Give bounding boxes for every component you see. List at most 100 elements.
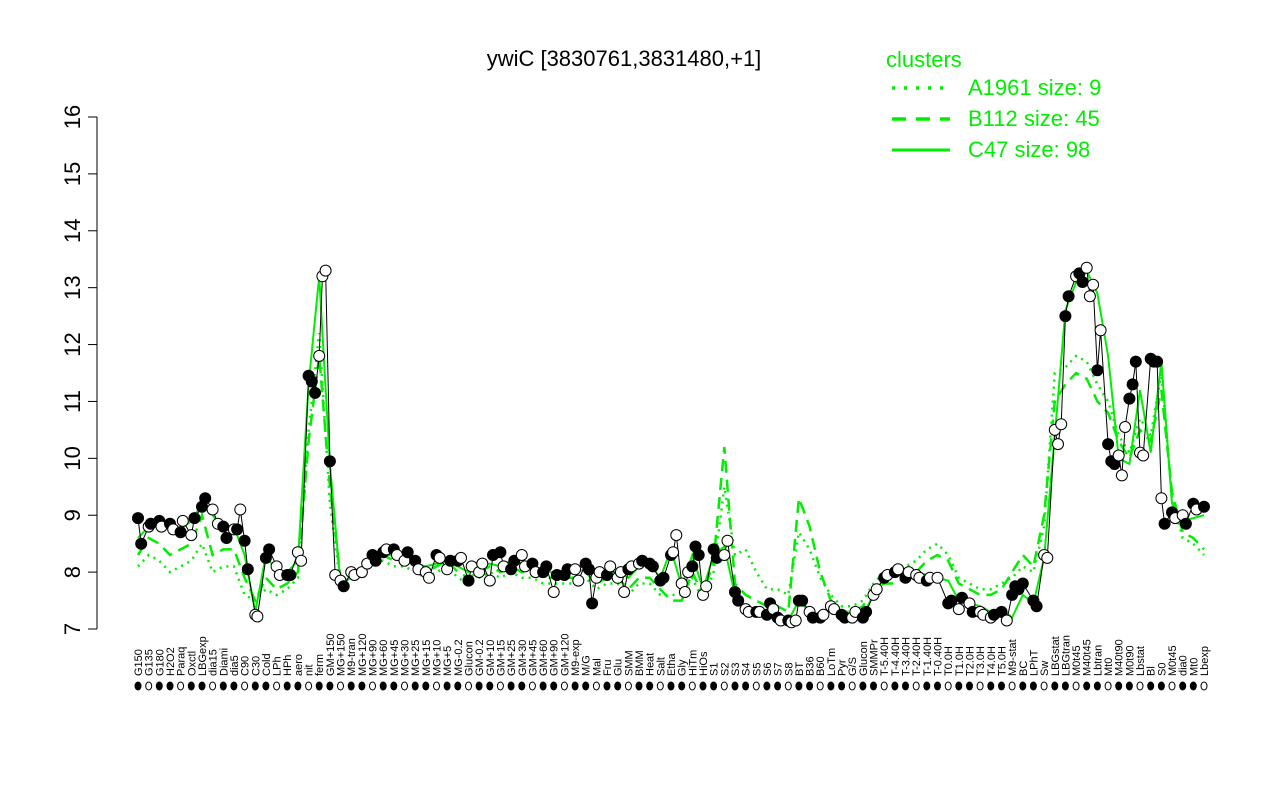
x-tick-label: HPh (282, 655, 294, 676)
x-tick-label: T-3.40H (901, 637, 913, 676)
rug-mark (742, 681, 750, 691)
rug-mark (678, 681, 686, 691)
rug-mark (912, 681, 920, 691)
data-point (206, 503, 219, 516)
data-points (132, 261, 1210, 629)
x-tick-label: Mt0 (1103, 658, 1115, 676)
x-tick-label: B60 (815, 656, 827, 676)
x-tick-label: S0 (1156, 663, 1168, 676)
data-point (238, 534, 251, 547)
rug-mark (710, 681, 718, 691)
x-tick-label: T-0.40H (933, 637, 945, 676)
y-tick-label: 8 (60, 566, 85, 578)
x-tick-label: dia15 (208, 649, 220, 676)
x-tick-label: Lbstat (1135, 646, 1147, 676)
rug-mark (155, 681, 163, 691)
rug-mark (816, 681, 824, 691)
data-point (1158, 517, 1171, 530)
rug-mark (1157, 681, 1165, 691)
rug-mark (752, 681, 760, 691)
x-tick-label: T5.0H (997, 646, 1009, 676)
data-point (721, 534, 734, 547)
x-tick-label: Glu (613, 659, 625, 676)
data-point (1000, 614, 1013, 627)
x-tick-label: S1 (709, 663, 721, 676)
data-point (732, 594, 745, 607)
x-tick-label: T1.0H (954, 646, 966, 676)
rug-mark (656, 681, 664, 691)
rug-mark (294, 681, 302, 691)
rug-mark (1147, 681, 1155, 691)
x-tick-label: GM+60 (538, 640, 550, 676)
rug-mark (1115, 681, 1123, 691)
x-tick-label: S7 (773, 663, 785, 676)
rug-mark (1189, 681, 1197, 691)
x-tick-label: LPh (272, 656, 284, 676)
data-point (686, 560, 699, 573)
x-rug-marks (134, 681, 1208, 691)
y-tick-label: 12 (60, 332, 85, 356)
data-point (323, 455, 336, 468)
data-point (657, 571, 670, 584)
data-point (870, 583, 883, 596)
x-tick-label: BMM (634, 650, 646, 676)
rug-mark (699, 681, 707, 691)
x-tick-label: M9-stat (1007, 639, 1019, 676)
data-point (678, 586, 691, 598)
data-point (401, 546, 414, 559)
x-tick-label: MG+120 (357, 634, 369, 677)
x-tick-label: Lbtran (1092, 645, 1104, 676)
x-tick-label: G180 (154, 649, 166, 676)
rug-mark (390, 681, 398, 691)
data-point (1041, 551, 1054, 564)
rug-mark (624, 681, 632, 691)
rug-mark (465, 681, 472, 691)
x-tick-label: M/G (581, 655, 593, 676)
x-tick-label: Salt (655, 657, 667, 676)
chart-title: ywiC [3830761,3831480,+1] (487, 46, 762, 71)
rug-mark (379, 681, 387, 691)
x-tick-label: M0t45 (1167, 645, 1179, 676)
data-point (337, 580, 350, 593)
x-tick-label: LBGstat (1050, 636, 1062, 676)
data-point (494, 546, 507, 559)
rug-mark (283, 681, 291, 691)
x-tick-label: SMM (623, 650, 635, 676)
rug-mark (230, 681, 238, 691)
data-point (433, 551, 446, 564)
x-tick-label: Fru (602, 660, 614, 677)
x-tick-label: Glucon (464, 641, 476, 676)
rug-mark (582, 681, 590, 691)
x-tick-label: MG+5 (442, 646, 454, 676)
rug-mark (326, 681, 334, 691)
data-point (1080, 261, 1093, 274)
rug-mark (688, 681, 696, 691)
x-tick-label: S8 (783, 663, 795, 676)
rug-mark (944, 681, 952, 691)
rug-mark (369, 681, 376, 691)
data-point (462, 574, 475, 587)
data-point (1151, 355, 1164, 368)
x-tick-label: T-4.40H (890, 637, 902, 676)
data-point (515, 549, 528, 561)
data-point (796, 594, 809, 607)
data-point (1112, 449, 1125, 462)
x-tick-label: Diami (218, 648, 230, 676)
data-point (241, 563, 254, 576)
x-tick-label: Heat (645, 653, 657, 676)
rug-mark (1008, 681, 1016, 691)
x-tick-label: GM+25 (506, 640, 518, 676)
rug-mark (1083, 681, 1091, 691)
x-tick-label: T2.0H (965, 646, 977, 676)
data-point (1062, 290, 1075, 303)
data-point (1115, 469, 1128, 482)
data-point (455, 551, 467, 564)
x-tick-label: LPhT (1028, 649, 1040, 676)
rug-mark (1093, 681, 1101, 691)
x-tick-label: T4.0H (986, 646, 998, 676)
data-point (135, 537, 148, 550)
x-tick-label: aero (293, 654, 305, 676)
rug-mark (848, 681, 856, 691)
rug-mark (166, 681, 174, 691)
rug-mark (262, 681, 270, 691)
